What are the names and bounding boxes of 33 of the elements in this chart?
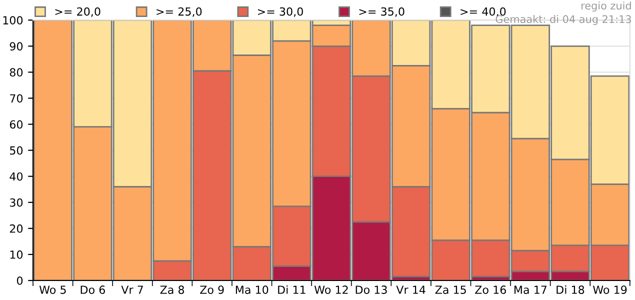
x-tick-label: Do 13	[356, 286, 387, 294]
legend-label: >= 30,0	[258, 7, 303, 17]
y-tick-label: 100	[3, 16, 23, 24]
legend-label: >= 40,0	[460, 7, 506, 17]
y-tick-label: 80	[10, 68, 23, 77]
x-tick-label: Di 11	[278, 285, 306, 294]
y-tick-label: 50	[10, 146, 23, 155]
y-tick-label: 0	[16, 276, 23, 285]
y-tick-label: 20	[10, 224, 23, 233]
x-tick-label: Wo 12	[314, 286, 348, 294]
y-tick-label: 70	[10, 94, 23, 103]
x-tick-label: Vr 7	[121, 286, 143, 294]
x-tick-label: Zo 16	[475, 286, 506, 294]
y-tick-label: 90	[10, 42, 23, 51]
x-tick-label: Vr 14	[396, 286, 426, 294]
text: regio zuid	[582, 2, 631, 12]
y-tick-label: 40	[10, 172, 23, 181]
legend-label: >= 20,0	[55, 7, 100, 17]
y-tick-label: 60	[10, 120, 23, 129]
x-tick-label: Di 18	[556, 285, 584, 294]
x-tick-label: Ma 17	[514, 286, 547, 294]
x-tick-label: Wo 5	[39, 286, 66, 294]
y-tick-label: 10	[10, 250, 23, 259]
legend-label: >= 35,0	[359, 7, 404, 17]
x-tick-label: Zo 9	[200, 286, 224, 294]
x-tick-label: Ma 10	[236, 286, 268, 294]
legend-label: >= 25,0	[156, 7, 202, 17]
x-tick-label: Do 6	[80, 286, 105, 294]
x-tick-label: Za 8	[160, 286, 184, 294]
annotation: Gemaakt: di 04 aug 21:13	[496, 15, 631, 26]
y-tick-label: 30	[10, 198, 23, 207]
x-tick-label: Za 15	[435, 286, 466, 294]
x-tick-label: Wo 19	[592, 286, 627, 294]
